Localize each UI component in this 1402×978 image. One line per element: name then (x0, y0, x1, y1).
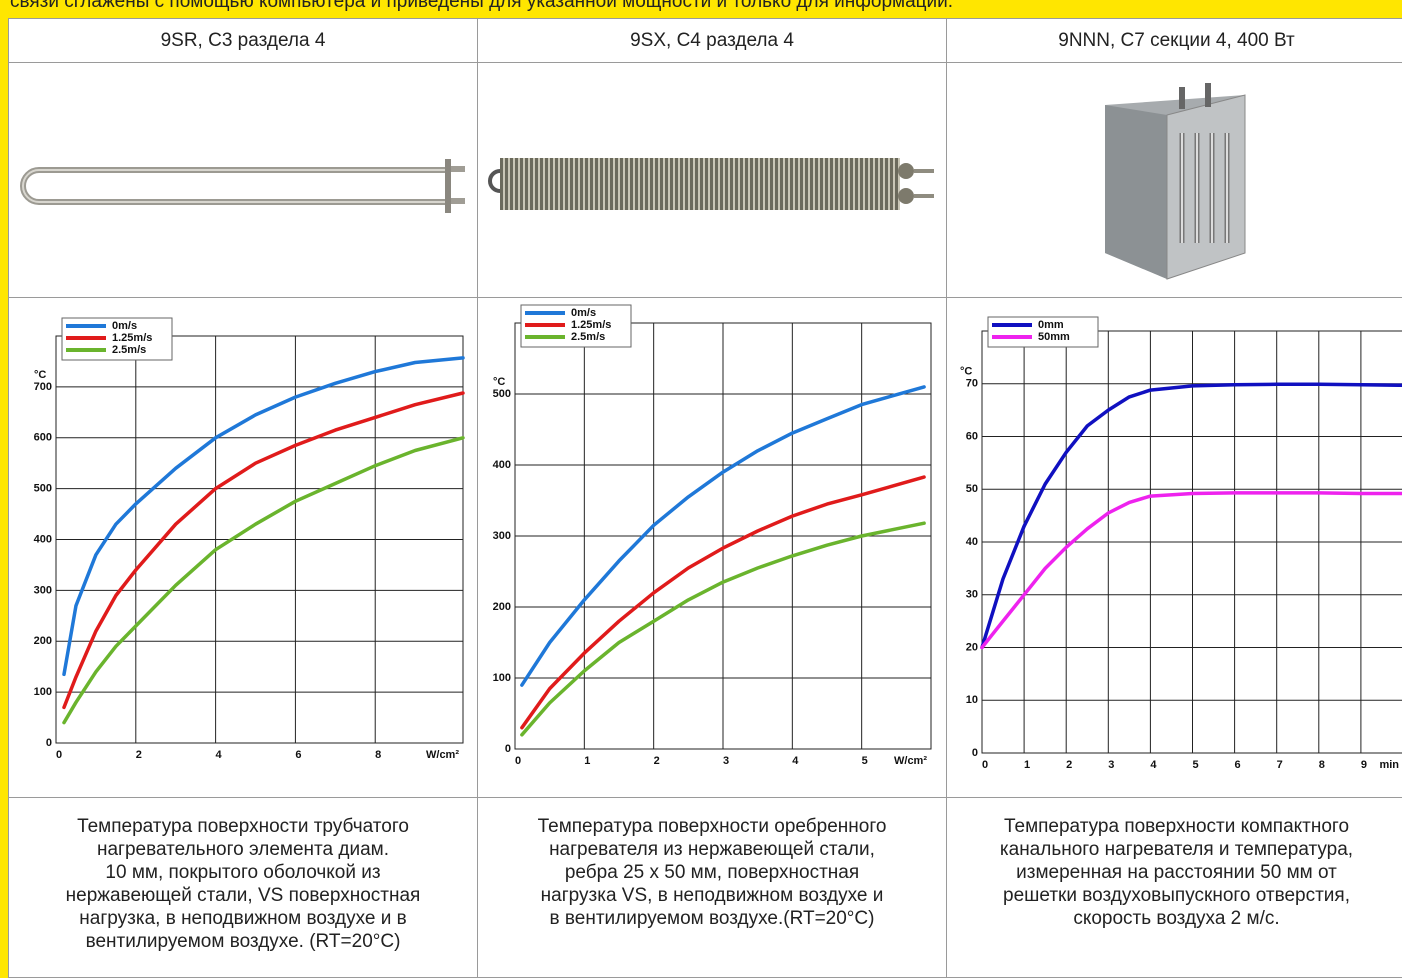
caption-line: решетки воздуховыпускного отверстия, (947, 884, 1402, 907)
y-tick-label: 100 (493, 672, 511, 684)
legend-label: 1.25m/s (571, 319, 611, 331)
x-unit: W/cm² (894, 755, 927, 767)
y-tick-label: 100 (34, 686, 52, 698)
y-tick-label: 70 (966, 378, 978, 390)
caption-line: скорость воздуха 2 м/с. (947, 907, 1402, 930)
y-tick-label: 700 (34, 381, 52, 393)
x-tick-label: 5 (862, 755, 868, 767)
x-tick-label: 0 (56, 749, 62, 761)
product-image-cell (478, 63, 947, 298)
x-tick-label: 6 (295, 749, 301, 761)
x-tick-label: 5 (1192, 759, 1198, 771)
caption-line: вентилируемом воздухе. (RT=20°C) (9, 930, 477, 953)
y-tick-label: 400 (34, 533, 52, 545)
product-image-cell (947, 63, 1402, 298)
y-tick-label: 300 (34, 584, 52, 596)
x-tick-label: 8 (1319, 759, 1325, 771)
y-tick-label: 60 (966, 430, 978, 442)
y-tick-label: 200 (34, 635, 52, 647)
x-tick-label: 3 (723, 755, 729, 767)
y-tick-label: 300 (493, 530, 511, 542)
header-note: связи сглажены с помощью компьютера и пр… (10, 0, 953, 13)
y-tick-label: 30 (966, 589, 978, 601)
x-tick-label: 7 (1277, 759, 1283, 771)
legend-label: 0m/s (571, 307, 596, 319)
x-unit: W/cm² (426, 749, 459, 761)
column-header: 9SX, C4 раздела 4 (478, 18, 947, 63)
caption-line: 10 мм, покрытого оболочкой из (9, 861, 477, 884)
x-unit: min (1379, 759, 1399, 771)
column-header: 9SR, C3 раздела 4 (8, 18, 478, 63)
legend-label: 2.5m/s (571, 331, 605, 343)
x-tick-label: 2 (654, 755, 660, 767)
caption-line: нагревателя из нержавеющей стали, (478, 838, 946, 861)
x-tick-label: 2 (1066, 759, 1072, 771)
page: {"header_note": "связи сглажены с помощь… (0, 0, 1402, 966)
y-unit: °C (493, 376, 505, 388)
caption-line: Температура поверхности трубчатого (9, 815, 477, 838)
caption-line: канального нагревателя и температура, (947, 838, 1402, 861)
x-tick-label: 1 (584, 755, 590, 767)
legend-label: 1.25m/s (112, 332, 152, 344)
finned-heater-image (478, 63, 947, 298)
column-header: 9NNN, C7 секции 4, 400 Вт (947, 18, 1402, 63)
y-tick-label: 400 (493, 459, 511, 471)
caption-line: нагрузка VS, в неподвижном воздухе и (478, 884, 946, 907)
x-tick-label: 4 (792, 755, 799, 767)
y-tick-label: 0 (505, 743, 511, 755)
x-tick-label: 0 (515, 755, 521, 767)
y-tick-label: 10 (966, 694, 978, 706)
legend-label: 50mm (1038, 331, 1070, 343)
y-tick-label: 20 (966, 641, 978, 653)
caption-line: нержавеющей стали, VS поверхностная (9, 884, 477, 907)
y-tick-label: 0 (46, 737, 52, 749)
y-tick-label: 500 (493, 388, 511, 400)
y-unit: °C (34, 369, 46, 381)
x-tick-label: 0 (982, 759, 988, 771)
y-tick-label: 600 (34, 432, 52, 444)
caption-line: Температура поверхности оребренного (478, 815, 946, 838)
legend-label: 2.5m/s (112, 344, 146, 356)
x-tick-label: 4 (1150, 759, 1157, 771)
tubular-heater-image (9, 63, 478, 298)
y-tick-label: 50 (966, 483, 978, 495)
x-tick-label: 6 (1235, 759, 1241, 771)
x-tick-label: 4 (216, 749, 223, 761)
caption-line: нагревательного элемента диам. (9, 838, 477, 861)
y-tick-label: 500 (34, 483, 52, 495)
x-tick-label: 9 (1361, 759, 1367, 771)
y-tick-label: 200 (493, 601, 511, 613)
y-unit: °C (960, 366, 972, 378)
x-tick-label: 1 (1024, 759, 1030, 771)
x-tick-label: 8 (375, 749, 381, 761)
y-tick-label: 40 (966, 536, 978, 548)
caption-line: нагрузка, в неподвижном воздухе и в (9, 907, 477, 930)
chart: 0 100 200 300 400 500 0 1 2 3 4 5 °C W/cm² 0m/s1.25m/s… (478, 298, 947, 798)
legend-label: 0mm (1038, 319, 1064, 331)
caption-line: в вентилируемом воздухе.(RT=20°C) (478, 907, 946, 930)
x-tick-label: 3 (1108, 759, 1114, 771)
caption-line: измеренная на расстоянии 50 мм от (947, 861, 1402, 884)
caption-line: ребра 25 x 50 мм, поверхностная (478, 861, 946, 884)
chart: 0 100 200 300 400 500 600 700 0 2 4 6 8 °C W/cm² 0m/s1.… (9, 298, 478, 798)
duct-heater-image (947, 63, 1402, 298)
caption-line: Температура поверхности компактного (947, 815, 1402, 838)
y-tick-label: 0 (972, 747, 978, 759)
x-tick-label: 2 (136, 749, 142, 761)
product-image-cell (8, 63, 478, 298)
legend-label: 0m/s (112, 320, 137, 332)
